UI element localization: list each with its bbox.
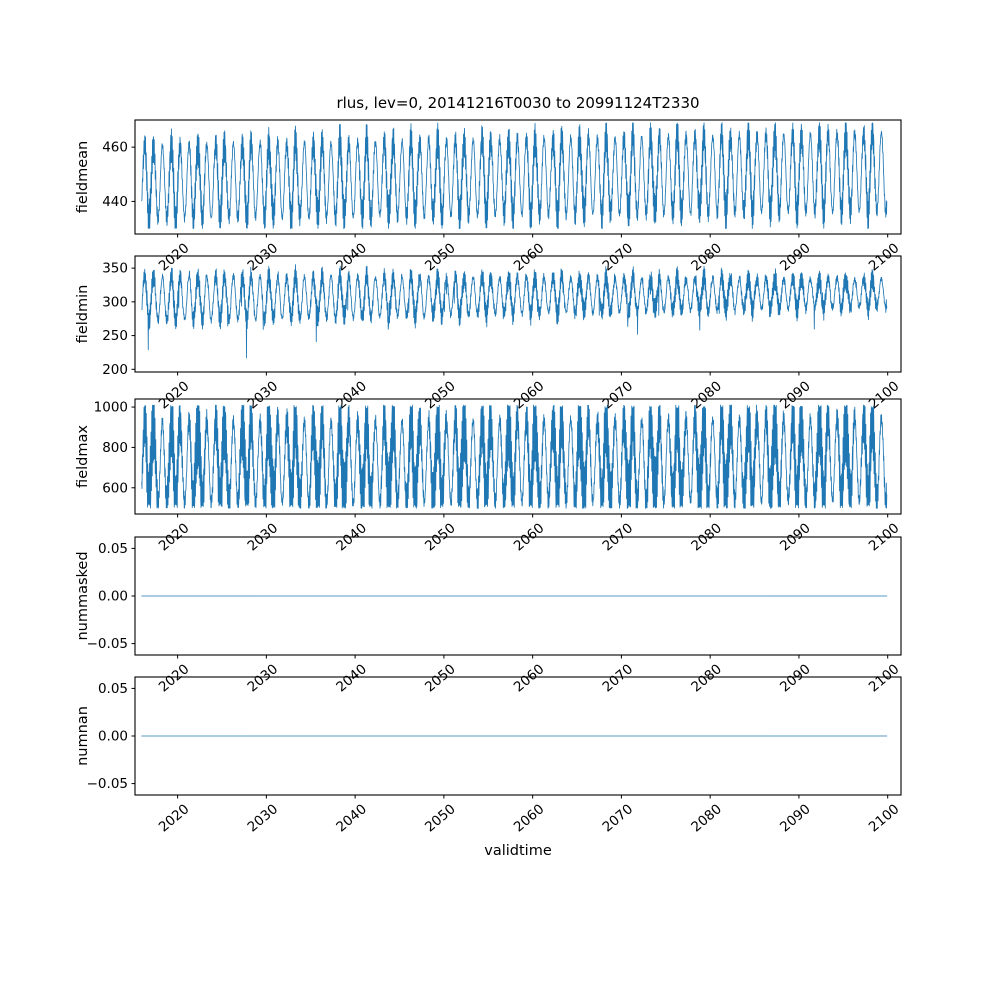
x-tick-label-fieldmean-4: 2060	[511, 240, 548, 274]
y-tick-label-fieldmax-0: 600	[102, 480, 128, 496]
series-fieldmax	[141, 404, 888, 509]
x-tick-label-nummasked-6: 2080	[688, 661, 725, 695]
series-fieldmin	[141, 264, 888, 359]
x-tick-label-nummasked-5: 2070	[600, 661, 637, 695]
y-tick-label-numnan-1: 0.00	[98, 729, 128, 745]
y-tick-label-nummasked-0: −0.05	[87, 636, 128, 652]
x-tick-label-fieldmin-3: 2050	[422, 378, 459, 412]
subplot-numnan: −0.05 0.00 0.05 numnan 2020 2030 2040 2050 2060 2…	[75, 676, 903, 835]
y-tick-label-fieldmax-2: 1000	[94, 400, 128, 416]
x-tick-label-fieldmean-7: 2090	[777, 240, 814, 274]
y-axis-label-fieldmax: fieldmax	[75, 425, 91, 488]
x-tick-label-nummasked-7: 2090	[777, 661, 814, 695]
y-tick-label-fieldmin-1: 250	[102, 328, 128, 344]
x-tick-label-fieldmean-3: 2050	[422, 240, 459, 274]
x-tick-label-fieldmean-0: 2020	[156, 240, 193, 274]
x-tick-label-numnan-8: 2100	[866, 801, 903, 835]
x-tick-label-numnan-6: 2080	[688, 801, 725, 835]
x-tick-label-fieldmin-7: 2090	[777, 378, 814, 412]
figure-title: rlus, lev=0, 20141216T0030 to 20991124T2…	[336, 94, 699, 112]
y-axis-label-nummasked: nummasked	[75, 551, 91, 640]
x-tick-label-numnan-1: 2030	[244, 801, 281, 835]
y-tick-label-fieldmean-0: 440	[102, 194, 128, 210]
subplot-fieldmean: 440 460 fieldmean 2020 2030 2040 2050 2060 2070 2…	[75, 119, 903, 274]
x-tick-label-nummasked-3: 2050	[422, 661, 459, 695]
x-tick-label-nummasked-8: 2100	[866, 661, 903, 695]
x-tick-label-numnan-3: 2050	[422, 801, 459, 835]
y-axis-label-fieldmean: fieldmean	[75, 141, 91, 213]
y-tick-label-numnan-2: 0.05	[98, 681, 128, 697]
x-tick-label-fieldmean-5: 2070	[600, 240, 637, 274]
y-tick-label-fieldmean-1: 460	[102, 140, 128, 156]
axes-frame-fieldmean	[134, 119, 902, 235]
x-tick-label-nummasked-1: 2030	[244, 661, 281, 695]
y-axis-label-fieldmin: fieldmin	[75, 285, 91, 344]
x-tick-label-numnan-5: 2070	[600, 801, 637, 835]
x-tick-label-nummasked-2: 2040	[333, 661, 370, 695]
x-tick-label-fieldmin-4: 2060	[511, 378, 548, 412]
x-tick-label-fieldmin-6: 2080	[688, 378, 725, 412]
y-tick-label-nummasked-2: 0.05	[98, 541, 128, 557]
axes-frame-fieldmax	[134, 398, 902, 515]
x-tick-label-fieldmin-0: 2020	[156, 378, 193, 412]
axes-frame-fieldmin	[134, 255, 902, 373]
x-tick-label-nummasked-0: 2020	[156, 661, 193, 695]
series-fieldmean	[141, 122, 888, 229]
y-tick-label-fieldmin-2: 300	[102, 294, 128, 310]
x-tick-label-numnan-7: 2090	[777, 801, 814, 835]
x-tick-label-fieldmean-1: 2030	[244, 240, 281, 274]
x-tick-label-nummasked-4: 2060	[511, 661, 548, 695]
x-tick-label-numnan-0: 2020	[156, 801, 193, 835]
x-tick-label-numnan-2: 2040	[333, 801, 370, 835]
x-tick-label-fieldmean-8: 2100	[866, 240, 903, 274]
x-tick-label-fieldmean-6: 2080	[688, 240, 725, 274]
y-tick-label-fieldmax-1: 800	[102, 440, 128, 456]
y-tick-label-numnan-0: −0.05	[87, 776, 128, 792]
y-tick-label-nummasked-1: 0.00	[98, 589, 128, 605]
x-tick-label-fieldmean-2: 2040	[333, 240, 370, 274]
x-tick-label-numnan-4: 2060	[511, 801, 548, 835]
subplot-nummasked: −0.05 0.00 0.05 nummasked 2020 2030 2040 2050 20…	[75, 536, 903, 695]
y-tick-label-fieldmin-3: 350	[102, 261, 128, 277]
y-axis-label-numnan: numnan	[75, 706, 91, 766]
y-tick-label-fieldmin-0: 200	[102, 362, 128, 378]
x-axis-label: validtime	[484, 843, 552, 859]
